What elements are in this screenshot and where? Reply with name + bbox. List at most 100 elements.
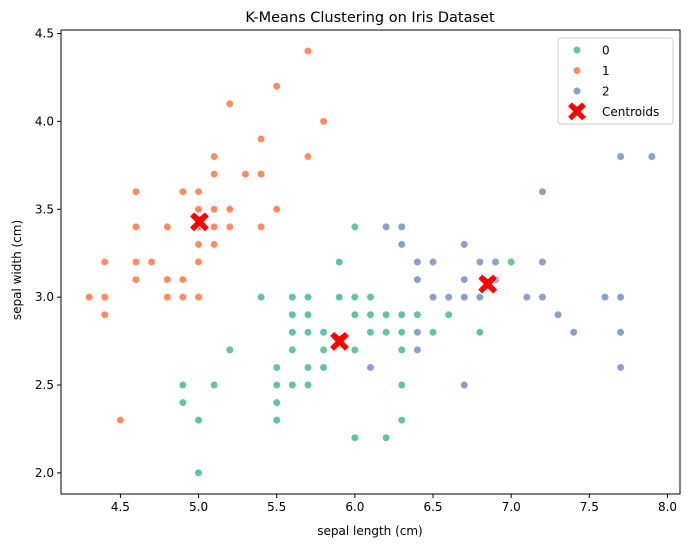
point-cluster-0-43 bbox=[428, 328, 438, 337]
y-axis: 2.0 2.5 3.0 3.5 4.0 4.5 bbox=[35, 27, 61, 480]
point-cluster-0-9 bbox=[272, 398, 281, 407]
legend-marker-0 bbox=[572, 45, 582, 55]
x-tick-label-6: 7.5 bbox=[580, 500, 599, 514]
point-cluster-1-13 bbox=[178, 187, 188, 196]
legend-box bbox=[557, 37, 674, 125]
point-cluster-2-2 bbox=[397, 222, 406, 231]
point-cluster-0-18 bbox=[303, 328, 313, 337]
point-cluster-1-16 bbox=[194, 187, 203, 196]
point-cluster-2-9 bbox=[428, 293, 438, 302]
point-cluster-2-15 bbox=[475, 257, 485, 267]
point-cluster-2-11 bbox=[460, 240, 469, 249]
chart-title: K-Means Clustering on Iris Dataset bbox=[245, 10, 495, 26]
point-cluster-1-23 bbox=[210, 170, 219, 179]
point-cluster-1-35 bbox=[272, 205, 281, 214]
point-cluster-1-22 bbox=[210, 152, 219, 161]
point-cluster-0-7 bbox=[272, 363, 281, 372]
point-cluster-2-29 bbox=[616, 363, 625, 372]
legend-label-centroids: Centroids bbox=[602, 105, 659, 119]
y-tick-label-5: 4.5 bbox=[35, 27, 54, 41]
point-cluster-2-23 bbox=[553, 310, 563, 319]
legend-marker-2 bbox=[572, 86, 582, 96]
point-cluster-2-1 bbox=[382, 222, 391, 231]
legend-marker-1 bbox=[572, 66, 582, 75]
point-cluster-1-15 bbox=[178, 293, 188, 302]
point-cluster-1-20 bbox=[194, 257, 203, 267]
y-tick-label-1: 2.5 bbox=[35, 378, 54, 392]
point-cluster-1-38 bbox=[319, 117, 328, 126]
point-cluster-0-5 bbox=[225, 345, 234, 354]
point-cluster-0-27 bbox=[350, 293, 359, 302]
point-cluster-2-0 bbox=[366, 363, 375, 372]
point-cluster-1-5 bbox=[131, 187, 141, 196]
y-tick-label-2: 3.0 bbox=[35, 290, 54, 304]
point-cluster-1-0 bbox=[85, 293, 94, 302]
point-cluster-0-4 bbox=[210, 380, 219, 390]
y-axis-title: sepal width (cm) bbox=[10, 220, 24, 320]
point-cluster-2-21 bbox=[538, 257, 547, 267]
point-cluster-1-24 bbox=[210, 205, 219, 214]
point-cluster-2-5 bbox=[413, 275, 422, 284]
point-cluster-0-39 bbox=[397, 345, 406, 354]
point-cluster-0-40 bbox=[397, 380, 406, 390]
point-cluster-1-14 bbox=[178, 275, 188, 284]
point-cluster-1-8 bbox=[131, 275, 141, 284]
point-cluster-1-3 bbox=[100, 310, 109, 319]
point-cluster-1-36 bbox=[303, 46, 313, 56]
point-cluster-0-3 bbox=[194, 468, 203, 478]
point-cluster-0-29 bbox=[350, 345, 359, 354]
point-cluster-0-46 bbox=[475, 328, 485, 337]
point-cluster-2-13 bbox=[460, 293, 469, 302]
point-cluster-0-45 bbox=[444, 310, 453, 319]
point-cluster-1-30 bbox=[241, 170, 250, 179]
y-tick-label-3: 3.5 bbox=[35, 202, 54, 216]
centroid-marker-2 bbox=[477, 273, 499, 295]
point-cluster-0-12 bbox=[288, 310, 297, 319]
point-cluster-1-2 bbox=[100, 293, 109, 302]
point-cluster-2-20 bbox=[538, 187, 547, 196]
point-cluster-0-36 bbox=[382, 433, 391, 442]
x-tick-label-3: 6.0 bbox=[345, 500, 364, 514]
point-cluster-1-4 bbox=[116, 416, 125, 425]
point-cluster-2-7 bbox=[413, 345, 422, 354]
point-cluster-0-21 bbox=[319, 328, 328, 337]
point-cluster-2-24 bbox=[569, 328, 578, 337]
point-cluster-0-22 bbox=[319, 345, 328, 354]
x-tick-label-5: 7.0 bbox=[502, 500, 521, 514]
point-cluster-1-28 bbox=[225, 205, 234, 214]
point-cluster-0-34 bbox=[382, 310, 391, 319]
point-cluster-0-1 bbox=[178, 398, 188, 407]
point-cluster-0-8 bbox=[272, 380, 281, 390]
point-cluster-0-38 bbox=[397, 328, 406, 337]
point-cluster-0-42 bbox=[413, 310, 422, 319]
point-cluster-1-11 bbox=[163, 275, 172, 284]
point-cluster-1-21 bbox=[194, 293, 203, 302]
point-cluster-0-14 bbox=[288, 345, 297, 354]
point-cluster-0-20 bbox=[303, 380, 313, 390]
point-cluster-0-37 bbox=[397, 310, 406, 319]
point-cluster-1-32 bbox=[256, 170, 266, 179]
point-cluster-0-31 bbox=[366, 293, 375, 302]
point-cluster-1-37 bbox=[303, 152, 313, 161]
point-cluster-1-7 bbox=[131, 257, 141, 267]
point-cluster-0-11 bbox=[288, 293, 297, 302]
point-cluster-0-0 bbox=[178, 380, 188, 390]
point-cluster-2-26 bbox=[616, 152, 625, 161]
point-cluster-0-33 bbox=[366, 328, 375, 337]
point-cluster-2-28 bbox=[616, 328, 625, 337]
point-cluster-0-26 bbox=[350, 222, 359, 231]
point-cluster-2-12 bbox=[460, 275, 469, 284]
point-cluster-0-25 bbox=[335, 293, 344, 302]
points-layer bbox=[85, 46, 656, 478]
point-cluster-1-31 bbox=[256, 134, 266, 144]
point-cluster-2-4 bbox=[413, 257, 422, 267]
point-cluster-1-27 bbox=[225, 99, 234, 108]
centroids-layer bbox=[188, 211, 499, 353]
point-cluster-1-34 bbox=[272, 82, 281, 91]
point-cluster-0-2 bbox=[194, 416, 203, 425]
point-cluster-2-25 bbox=[600, 293, 610, 302]
point-cluster-1-9 bbox=[147, 257, 156, 267]
y-tick-label-0: 2.0 bbox=[35, 466, 54, 480]
point-cluster-1-19 bbox=[194, 240, 203, 249]
